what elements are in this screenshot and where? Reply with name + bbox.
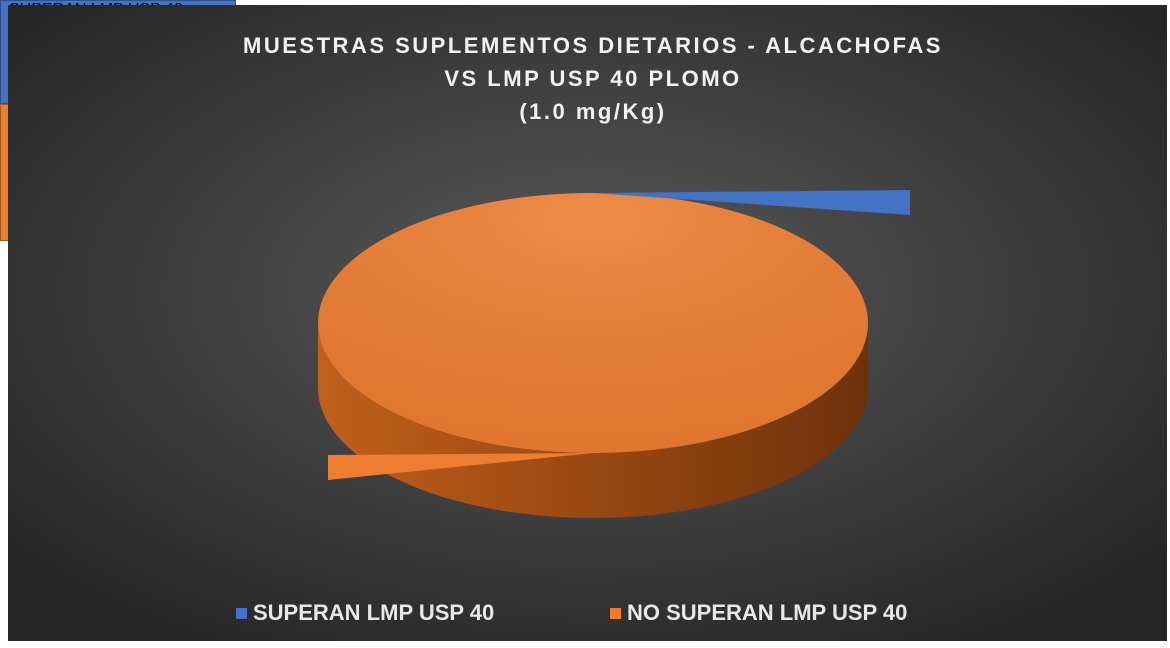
- legend-label: NO SUPERAN LMP USP 40: [627, 600, 907, 625]
- legend-swatch: [236, 608, 247, 619]
- callout-leader: [328, 453, 593, 480]
- pie-slice: [318, 193, 868, 453]
- chart-title: VS LMP USP 40 PLOMO: [444, 66, 741, 91]
- legend-label: SUPERAN LMP USP 40: [253, 600, 494, 625]
- callout-leader: [593, 190, 910, 215]
- legend-swatch: [610, 608, 621, 619]
- chart-title: MUESTRAS SUPLEMENTOS DIETARIOS - ALCACHO…: [243, 33, 943, 58]
- pie-side: [318, 323, 868, 518]
- chart-title: (1.0 mg/Kg): [519, 99, 666, 124]
